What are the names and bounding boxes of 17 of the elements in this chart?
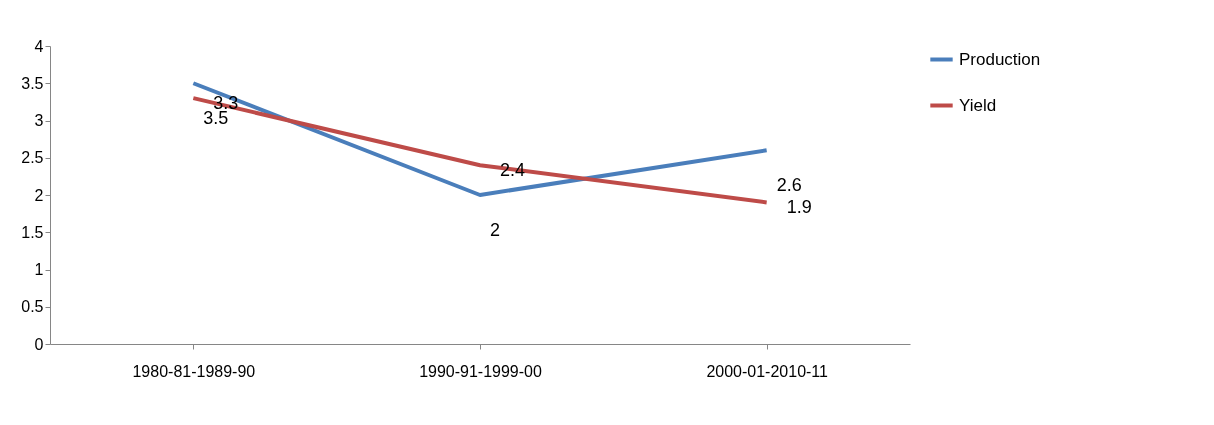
y-tick-label: 3 (34, 112, 44, 129)
y-tick-label: 0.5 (21, 298, 44, 316)
y-tick-label: 1.5 (21, 223, 44, 241)
y-tick-label: 0 (34, 335, 44, 353)
x-tick-label: 1980-81-1989-90 (132, 362, 256, 380)
y-tick-label: 4 (34, 37, 44, 55)
x-tick-label: 2000-01-2010-11 (706, 362, 829, 380)
y-tick-label: 2 (34, 186, 44, 204)
legend-label: Production (959, 49, 1041, 69)
y-tick-label: 2.5 (21, 149, 44, 167)
data-label: 2 (490, 220, 501, 240)
y-tick-label: 1 (34, 261, 44, 278)
legend-label: Yield (959, 95, 997, 115)
y-tick-label: 3.5 (21, 74, 44, 92)
data-label: 1.9 (786, 197, 812, 218)
x-tick-label: 1990-91-1999-00 (419, 362, 542, 380)
data-label: 2.6 (776, 175, 802, 196)
